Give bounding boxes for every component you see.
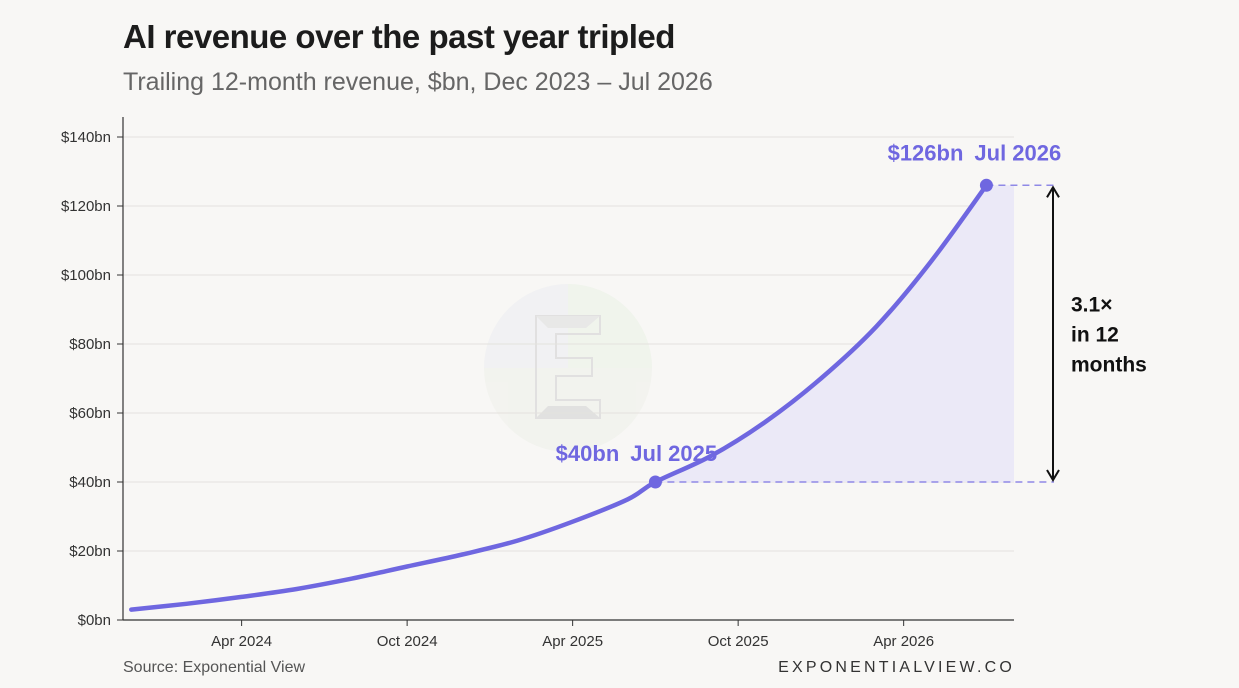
multiplier-annotation-line: months	[1071, 354, 1147, 377]
highlight-label: $126bn Jul 2026	[888, 140, 1062, 165]
x-tick-label: Apr 2025	[542, 633, 603, 650]
x-tick-label: Apr 2026	[873, 633, 934, 650]
multiplier-annotation-line: 3.1×	[1071, 294, 1112, 317]
highlight-value: $126bn	[888, 140, 964, 165]
y-tick-label: $20bn	[69, 543, 111, 560]
arrow-head-down-icon	[1046, 469, 1060, 482]
highlight-value: $40bn	[556, 441, 620, 466]
series-line	[129, 183, 989, 612]
exponential-view-watermark-icon	[484, 284, 652, 452]
y-tick-label: $60bn	[69, 405, 111, 422]
highlight-point	[648, 475, 662, 489]
y-tick-label: $80bn	[69, 336, 111, 353]
chart-subtitle: Trailing 12-month revenue, $bn, Dec 2023…	[123, 68, 713, 96]
y-tick-label: $140bn	[61, 129, 111, 146]
brand-wordmark[interactable]: EXPONENTIALVIEW.CO	[778, 659, 1015, 676]
multiplier-annotation-line: in 12	[1071, 324, 1119, 347]
shaded-growth-region	[655, 185, 1014, 483]
highlight-date: Jul 2026	[963, 140, 1061, 165]
x-tick-label: Oct 2025	[708, 633, 769, 650]
arrow-head-up-icon	[1046, 185, 1060, 198]
chart-title: AI revenue over the past year tripled	[123, 18, 675, 55]
x-tick-label: Oct 2024	[377, 633, 438, 650]
y-tick-label: $0bn	[78, 612, 111, 629]
highlight-label: $40bn Jul 2025	[556, 441, 717, 466]
chart-source: Source: Exponential View	[123, 659, 306, 676]
y-tick-label: $100bn	[61, 267, 111, 284]
x-tick-label: Apr 2024	[211, 633, 272, 650]
highlight-date: Jul 2025	[619, 441, 717, 466]
y-tick-label: $40bn	[69, 474, 111, 491]
highlight-point	[979, 178, 993, 192]
y-tick-label: $120bn	[61, 198, 111, 215]
